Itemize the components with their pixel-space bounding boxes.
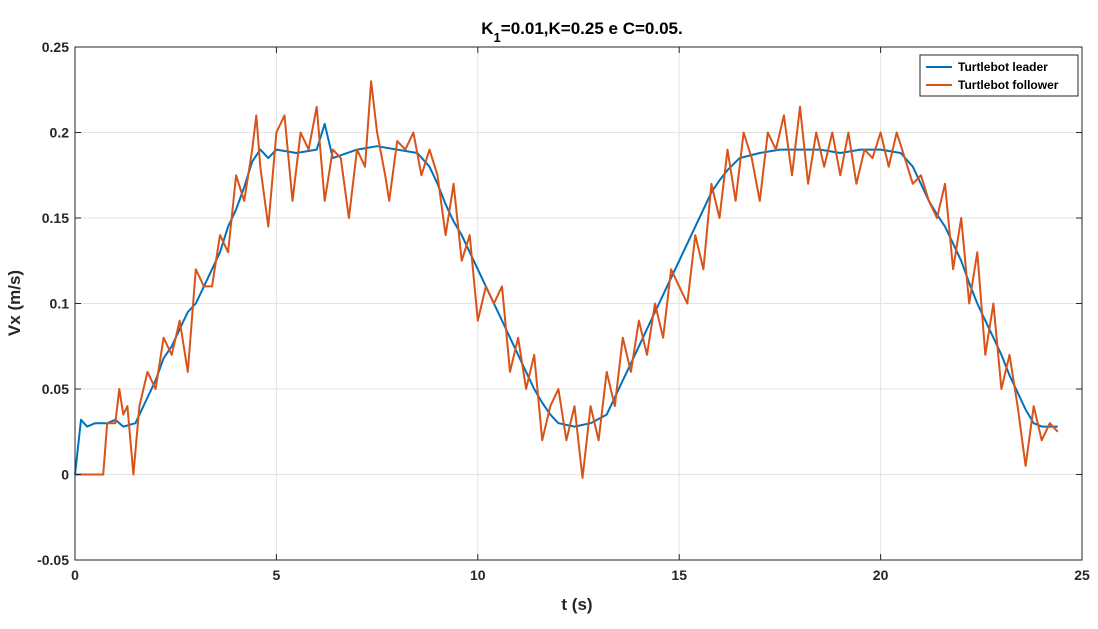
legend-label-follower: Turtlebot follower [958,78,1059,92]
y-tick-label: -0.05 [37,552,69,568]
y-axis-label: Vx (m/s) [5,270,24,336]
y-tick-label: 0 [61,467,69,483]
grid-lines [74,46,1083,561]
y-tick-label: 0.05 [42,381,69,397]
series-line-follower [75,80,1059,479]
legend-label-leader: Turtlebot leader [958,60,1048,74]
x-tick-label: 0 [71,567,79,583]
x-axis-label: t (s) [561,595,592,614]
title-prefix: K [481,19,494,38]
y-tick-label: 0.1 [50,296,70,312]
title-subscript: 1 [494,30,501,45]
x-tick-label: 25 [1074,567,1090,583]
x-tick-label: 15 [671,567,687,583]
axis-ticks [74,46,1083,561]
x-tick-label: 5 [273,567,281,583]
y-tick-label: 0.15 [42,210,69,226]
legend-box [919,54,1079,97]
legend: Turtlebot leader Turtlebot follower [919,54,1079,97]
title-rest: =0.01,K=0.25 e C=0.05. [501,19,683,38]
y-tick-label: 0.2 [50,125,70,141]
y-tick-labels: -0.05 0 0.05 0.1 0.15 0.2 0.25 [37,39,69,568]
chart-title: K1=0.01,K=0.25 e C=0.05. [481,19,682,45]
series-lines [74,80,1059,479]
x-tick-label: 10 [470,567,486,583]
x-tick-labels: 0 5 10 15 20 25 [71,567,1090,583]
x-tick-label: 20 [873,567,889,583]
y-tick-label: 0.25 [42,39,69,55]
